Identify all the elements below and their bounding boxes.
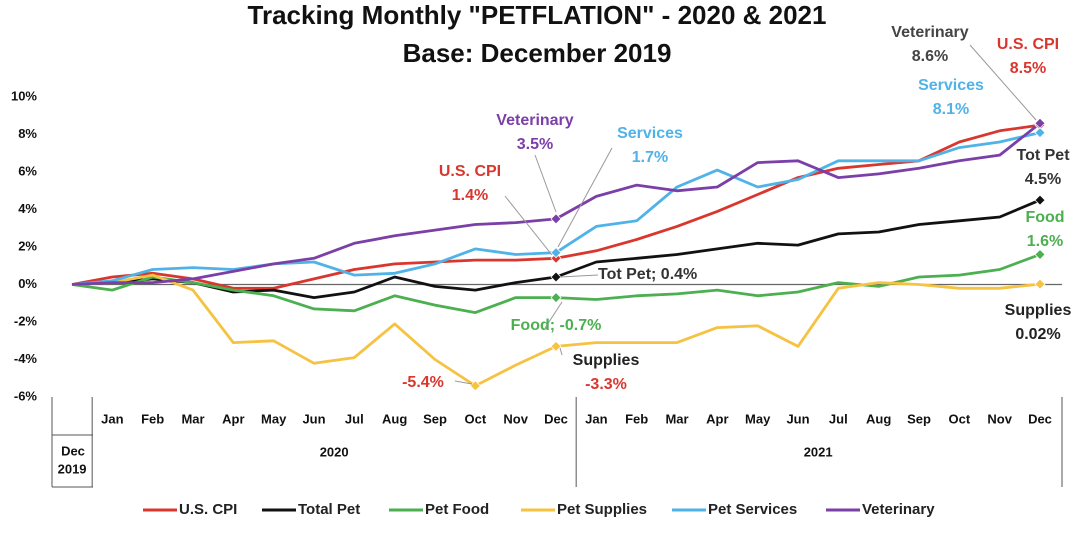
marker <box>1034 194 1046 206</box>
legend-label: Total Pet <box>298 501 360 518</box>
marker <box>550 271 562 283</box>
x-tick-label: Feb <box>141 411 164 426</box>
leader-line <box>534 154 557 213</box>
legend-label: Pet Supplies <box>557 501 647 518</box>
annotation: Veterinary <box>891 24 968 41</box>
x-tick-label: Nov <box>987 411 1012 426</box>
chart-title: Base: December 2019 <box>403 38 672 68</box>
x-tick-label: Jul <box>345 411 364 426</box>
x-tick-label: Aug <box>866 411 891 426</box>
marker <box>1034 248 1046 261</box>
annotation: Services <box>617 125 683 142</box>
annotation: 1.7% <box>632 149 668 166</box>
x-tick-label: May <box>745 411 771 426</box>
y-tick-label: -6% <box>14 388 38 403</box>
year-label: 2019 <box>58 461 87 476</box>
x-tick-label: Sep <box>423 411 447 426</box>
y-tick-label: 4% <box>18 201 37 216</box>
marker <box>550 252 562 264</box>
annotation: Food; -0.7% <box>511 317 602 334</box>
legend-label: Veterinary <box>862 501 935 518</box>
x-tick-label: Oct <box>948 411 970 426</box>
leader-line <box>454 380 473 385</box>
x-tick-label: Feb <box>625 411 648 426</box>
y-tick-label: -4% <box>14 351 38 366</box>
leader-line <box>559 274 599 278</box>
marker <box>1034 278 1046 290</box>
annotation: Services <box>918 77 984 94</box>
annotation: 8.6% <box>912 48 948 65</box>
annotation: -3.3% <box>585 376 627 393</box>
x-tick-label: Dec <box>544 411 568 426</box>
x-tick-label: Apr <box>222 411 244 426</box>
legend-label: U.S. CPI <box>179 501 237 518</box>
x-tick-label: Dec <box>1028 411 1052 426</box>
y-tick-label: 10% <box>11 88 37 103</box>
annotation: 0.02% <box>1015 326 1060 343</box>
year-label: 2020 <box>320 444 349 459</box>
annotation: Supplies <box>1005 302 1072 319</box>
x-tick-label: Apr <box>706 411 728 426</box>
annotation: 1.4% <box>452 187 488 204</box>
marker <box>550 292 562 304</box>
annotation: 1.6% <box>1027 233 1063 250</box>
marker <box>1034 117 1046 129</box>
leader-line <box>969 44 1037 121</box>
x-tick-label: May <box>261 411 287 426</box>
annotation: U.S. CPI <box>997 36 1059 53</box>
marker <box>550 213 562 225</box>
y-tick-label: 8% <box>18 126 37 141</box>
y-tick-label: 0% <box>18 276 37 291</box>
leader-line <box>559 347 563 356</box>
y-tick-label: 2% <box>18 238 37 253</box>
annotation: 8.1% <box>933 101 969 118</box>
x-tick-label: Mar <box>665 411 688 426</box>
annotation: 4.5% <box>1025 171 1061 188</box>
annotation: Supplies <box>573 352 640 369</box>
x-tick-label: Jun <box>302 411 325 426</box>
y-tick-label: 6% <box>18 163 37 178</box>
chart-title: Tracking Monthly "PETFLATION" - 2020 & 2… <box>248 0 827 30</box>
annotation: Food <box>1025 209 1064 226</box>
marker <box>550 340 562 352</box>
x-tick-label: Aug <box>382 411 407 426</box>
x-tick-label: Jan <box>585 411 607 426</box>
legend-label: Pet Services <box>708 501 797 518</box>
x-tick-label: Jun <box>786 411 809 426</box>
annotation: 3.5% <box>517 136 553 153</box>
annotation: Tot Pet; 0.4% <box>598 266 697 283</box>
marker <box>469 380 481 392</box>
annotation: 8.5% <box>1010 60 1046 77</box>
leader-line <box>544 301 563 329</box>
leader-line <box>557 147 613 248</box>
x-tick-label: Oct <box>464 411 486 426</box>
legend-label: Pet Food <box>425 501 489 518</box>
leader-line <box>504 195 553 256</box>
annotation: U.S. CPI <box>439 163 501 180</box>
marker <box>1034 127 1046 139</box>
x-tick-label: Dec <box>61 443 85 458</box>
x-tick-label: Jan <box>101 411 123 426</box>
x-tick-label: Mar <box>181 411 204 426</box>
y-tick-label: -2% <box>14 313 38 328</box>
marker <box>550 247 562 259</box>
x-tick-label: Sep <box>907 411 931 426</box>
x-tick-label: Nov <box>503 411 528 426</box>
annotation: Veterinary <box>496 112 573 129</box>
annotation: Tot Pet <box>1016 147 1070 164</box>
annotation: -5.4% <box>402 374 444 391</box>
x-tick-label: Jul <box>829 411 848 426</box>
year-label: 2021 <box>804 444 833 459</box>
